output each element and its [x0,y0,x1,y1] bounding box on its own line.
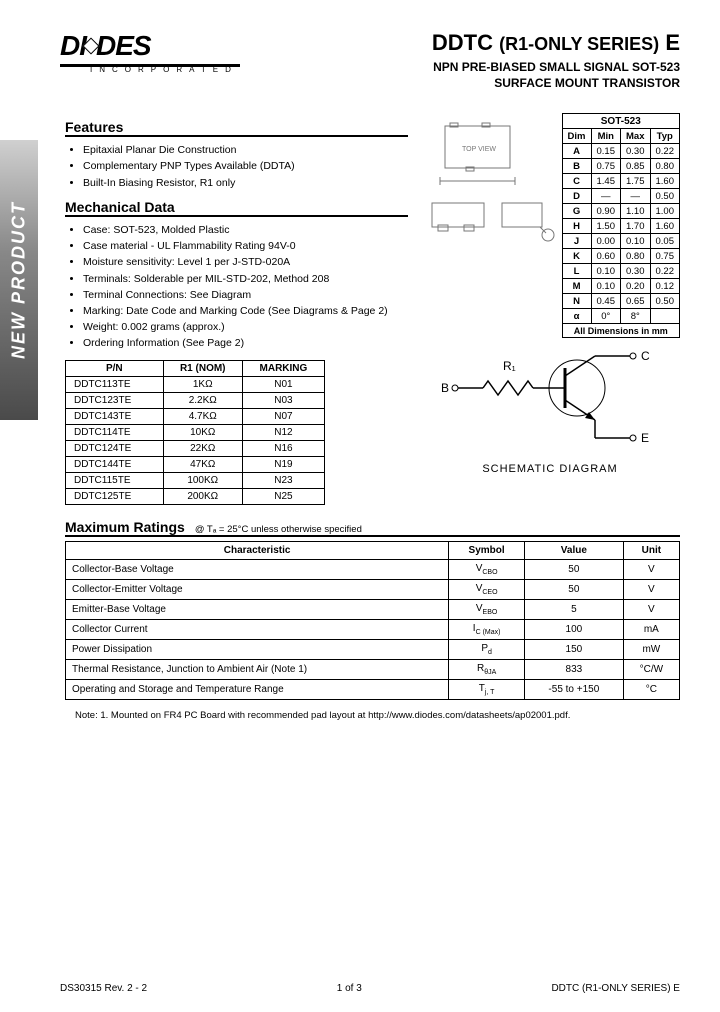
new-product-tab: NEW PRODUCT [0,140,38,420]
table-row: K0.600.800.75 [562,249,679,264]
table-row: Emitter-Base VoltageVEBO5V [66,599,680,619]
table-row: B0.750.850.80 [562,159,679,174]
title-mid: (R1-ONLY SERIES) [499,34,659,54]
list-item: Case: SOT-523, Molded Plastic [83,223,408,238]
table-row: DDTC143TE4.7KΩN07 [66,408,325,424]
table-row: Collector-Emitter VoltageVCEO50V [66,579,680,599]
dim-table-title: SOT-523 [562,114,679,129]
terminal-b-label: B [441,381,449,395]
table-row: DDTC115TE100KΩN23 [66,472,325,488]
list-item: Terminals: Solderable per MIL-STD-202, M… [83,272,408,287]
table-row: DDTC124TE22KΩN16 [66,440,325,456]
table-row: N0.450.650.50 [562,294,679,309]
maximum-ratings-table: CharacteristicSymbolValueUnit Collector-… [65,541,680,700]
list-item: Epitaxial Planar Die Construction [83,143,408,158]
table-row: Thermal Resistance, Junction to Ambient … [66,659,680,679]
table-header: MARKING [242,360,324,376]
table-row: L0.100.300.22 [562,264,679,279]
logo-text-post: DES [96,30,151,62]
list-item: Complementary PNP Types Available (DDTA) [83,159,408,174]
terminal-e-label: E [641,431,649,445]
table-row: DDTC113TE1KΩN01 [66,376,325,392]
footer-right: DDTC (R1-ONLY SERIES) E [551,983,680,994]
schematic-diagram: B R₁ C [420,338,680,478]
table-row: DDTC114TE10KΩN12 [66,424,325,440]
mechanical-heading: Mechanical Data [65,199,408,217]
footer-left: DS30315 Rev. 2 - 2 [60,983,147,994]
list-item: Built-In Biasing Resistor, R1 only [83,176,408,191]
table-row: Collector-Base VoltageVCBO50V [66,559,680,579]
dimension-table: SOT-523 DimMinMaxTyp A0.150.300.22B0.750… [562,113,680,338]
mechanical-list: Case: SOT-523, Molded PlasticCase materi… [83,223,408,352]
table-row: Power DissipationPd150mW [66,639,680,659]
svg-text:TOP VIEW: TOP VIEW [462,146,496,153]
terminal-c-label: C [641,349,650,363]
product-subtitle: NPN PRE-BIASED SMALL SIGNAL SOT-523 SURF… [432,60,680,91]
table-row: DDTC123TE2.2KΩN03 [66,392,325,408]
ratings-heading: Maximum Ratings [65,519,185,535]
list-item: Weight: 0.002 grams (approx.) [83,320,408,335]
table-row: DDTC144TE47KΩN19 [66,456,325,472]
dim-table-footer: All Dimensions in mm [562,324,679,338]
list-item: Moisture sensitivity: Level 1 per J-STD-… [83,255,408,270]
table-header: R1 (NOM) [163,360,242,376]
table-header: P/N [66,360,164,376]
footer-center: 1 of 3 [337,983,362,994]
list-item: Marking: Date Code and Marking Code (See… [83,304,408,319]
title-post: E [665,30,680,55]
table-row: Collector CurrentIC (Max)100mA [66,619,680,639]
list-item: Ordering Information (See Page 2) [83,336,408,351]
table-row: G0.901.101.00 [562,204,679,219]
table-row: DDTC125TE200KΩN25 [66,488,325,504]
table-row: α0°8° [562,309,679,324]
logo-subtitle: INCORPORATED [90,65,238,74]
table-row: M0.100.200.12 [562,279,679,294]
package-outline-drawing: TOP VIEW [420,111,565,256]
schematic-label: SCHEMATIC DIAGRAM [420,463,680,475]
table-row: C1.451.751.60 [562,174,679,189]
features-list: Epitaxial Planar Die ConstructionComplem… [83,143,408,191]
table-row: A0.150.300.22 [562,144,679,159]
header: DI DES INCORPORATED DDTC (R1-ONLY SERIES… [20,30,680,91]
part-number-table: P/NR1 (NOM)MARKING DDTC113TE1KΩN01DDTC12… [65,360,325,505]
list-item: Terminal Connections: See Diagram [83,288,408,303]
table-row: D——0.50 [562,189,679,204]
resistor-label: R₁ [503,359,516,373]
table-row: Operating and Storage and Temperature Ra… [66,679,680,699]
subtitle-line2: SURFACE MOUNT TRANSISTOR [432,76,680,92]
title-block: DDTC (R1-ONLY SERIES) E NPN PRE-BIASED S… [432,30,680,91]
page-footer: DS30315 Rev. 2 - 2 1 of 3 DDTC (R1-ONLY … [60,983,680,994]
subtitle-line1: NPN PRE-BIASED SMALL SIGNAL SOT-523 [432,60,680,76]
logo: DI DES INCORPORATED [60,30,240,74]
note-text: Note: 1. Mounted on FR4 PC Board with re… [75,710,680,721]
list-item: Case material - UL Flammability Rating 9… [83,239,408,254]
ratings-condition: @ Tₐ = 25°C unless otherwise specified [195,524,362,535]
title-pre: DDTC [432,30,493,55]
product-title: DDTC (R1-ONLY SERIES) E [432,30,680,56]
table-row: J0.000.100.05 [562,234,679,249]
table-row: H1.501.701.60 [562,219,679,234]
features-heading: Features [65,119,408,137]
